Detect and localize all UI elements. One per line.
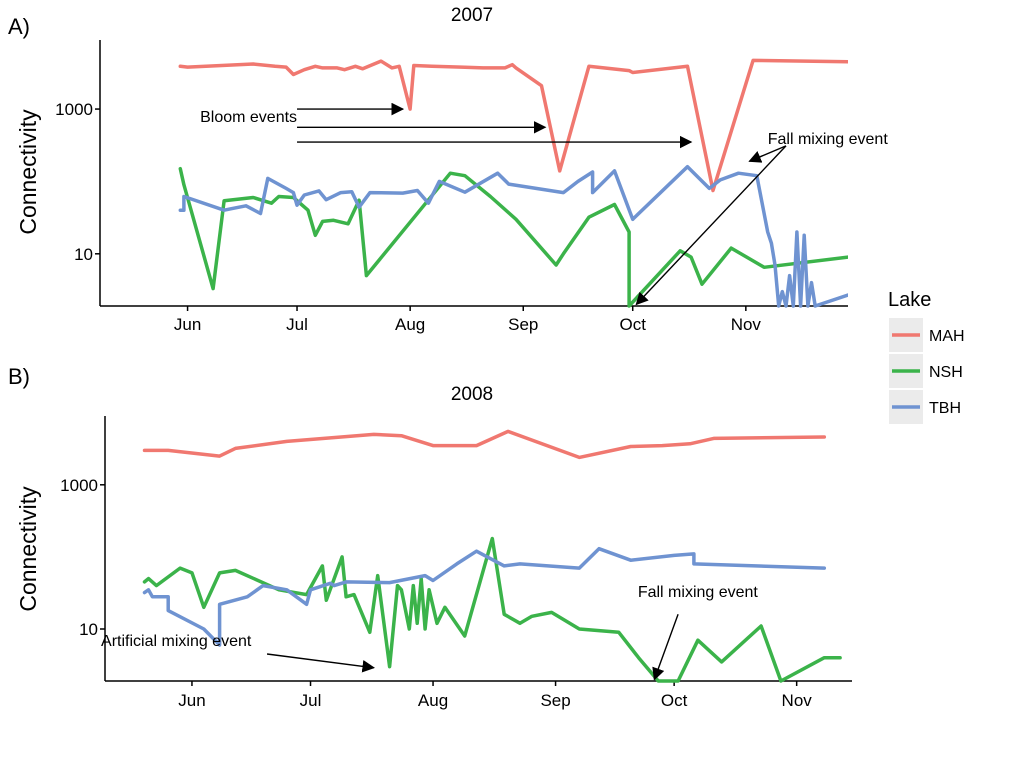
annotation-text: Artificial mixing event	[101, 633, 252, 650]
x-tick-label: Jul	[286, 315, 308, 334]
legend: Lake MAH NSH TBH	[888, 289, 965, 424]
panel-a-annotations: Bloom events Fall mixing event	[200, 102, 889, 306]
legend-label: NSH	[929, 364, 963, 381]
x-tick-label: Oct	[619, 315, 646, 334]
x-tick-label: Sep	[540, 691, 570, 710]
panel-a-ticks: Jun Jul Aug Sep Oct Nov 10 1000	[55, 100, 761, 334]
annotation-text: Fall mixing event	[638, 584, 759, 601]
y-tick-label: 10	[74, 245, 93, 264]
y-tick-label: 1000	[55, 100, 93, 119]
legend-item-nsh: NSH	[889, 354, 963, 388]
x-tick-label: Nov	[782, 691, 813, 710]
series-line-mah	[142, 429, 827, 460]
panel-b-series	[142, 429, 842, 683]
x-tick-label: Aug	[418, 691, 448, 710]
panel-b-annotations: Fall mixing event Artificial mixing event	[101, 584, 759, 681]
panel-b: B) 2008 Connectivity Jun Jul Aug Sep Oct Nov 1…	[8, 364, 852, 710]
panel-a-label: A)	[8, 14, 30, 39]
annotation-text: Fall mixing event	[768, 131, 889, 148]
panel-a-title: 2007	[451, 5, 493, 26]
x-tick-label: Nov	[731, 315, 762, 334]
annotation-arrow	[748, 145, 787, 163]
x-tick-label: Jun	[178, 691, 205, 710]
series-line-nsh	[178, 166, 848, 308]
legend-label: TBH	[929, 400, 961, 417]
y-tick-label: 1000	[60, 476, 98, 495]
series-line-mah	[178, 58, 848, 193]
x-tick-label: Jun	[174, 315, 201, 334]
legend-label: MAH	[929, 328, 965, 345]
series-line-nsh	[142, 536, 842, 683]
x-tick-label: Sep	[508, 315, 538, 334]
legend-entries: MAH NSH TBH	[889, 318, 965, 424]
panel-a-series	[178, 58, 848, 308]
legend-title: Lake	[888, 289, 931, 311]
annotation-arrow	[652, 614, 679, 681]
annotation-text: Bloom events	[200, 109, 297, 126]
legend-item-tbh: TBH	[889, 390, 961, 424]
panel-b-title: 2008	[451, 384, 493, 405]
series-line-tbh	[142, 546, 827, 647]
y-tick-label: 10	[79, 620, 98, 639]
legend-item-mah: MAH	[889, 318, 965, 352]
series-line-tbh	[178, 164, 848, 308]
x-tick-label: Jul	[300, 691, 322, 710]
annotation-arrow	[266, 653, 376, 673]
panel-b-label: B)	[8, 364, 30, 389]
panel-a-y-axis-title: Connectivity	[15, 109, 41, 235]
x-tick-label: Aug	[395, 315, 425, 334]
panel-b-y-axis-title: Connectivity	[15, 486, 41, 612]
annotation-arrow	[635, 145, 787, 306]
panel-b-ticks: Jun Jul Aug Sep Oct Nov 10 1000	[60, 476, 812, 710]
panel-a: A) 2007 Connectivity Jun Jul Aug Sep Oct Nov 1…	[8, 5, 888, 334]
x-tick-label: Oct	[661, 691, 688, 710]
